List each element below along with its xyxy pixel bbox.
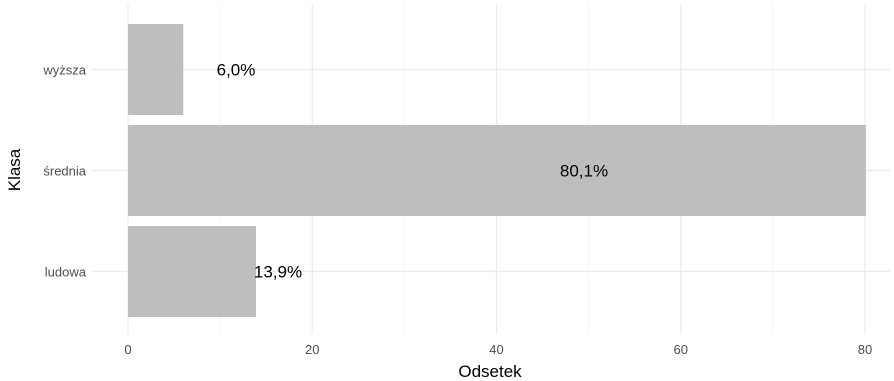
x-axis-title: Odsetek xyxy=(458,362,522,381)
x-axis-ticks: 0 20 40 60 80 xyxy=(124,342,872,357)
x-tick-label: 40 xyxy=(489,342,503,357)
data-label-2: 13,9% xyxy=(254,263,302,282)
data-label-0: 6,0% xyxy=(217,61,256,80)
y-axis-title: Klasa xyxy=(5,148,24,191)
x-tick-label: 60 xyxy=(674,342,688,357)
bar-0 xyxy=(128,24,184,115)
y-tick-label: ludowa xyxy=(45,265,87,280)
x-tick-label: 0 xyxy=(124,342,131,357)
x-tick-label: 20 xyxy=(305,342,319,357)
y-axis-ticks: wyższa średnia ludowa xyxy=(42,63,86,280)
data-labels: 6,0% 80,1% 13,9% xyxy=(217,61,608,282)
bars xyxy=(128,24,866,317)
x-tick-label: 80 xyxy=(858,342,872,357)
y-tick-label: wyższa xyxy=(42,63,86,78)
bar-2 xyxy=(128,226,257,317)
bar-1 xyxy=(128,125,866,216)
y-tick-label: średnia xyxy=(43,164,86,179)
data-label-1: 80,1% xyxy=(560,162,608,181)
